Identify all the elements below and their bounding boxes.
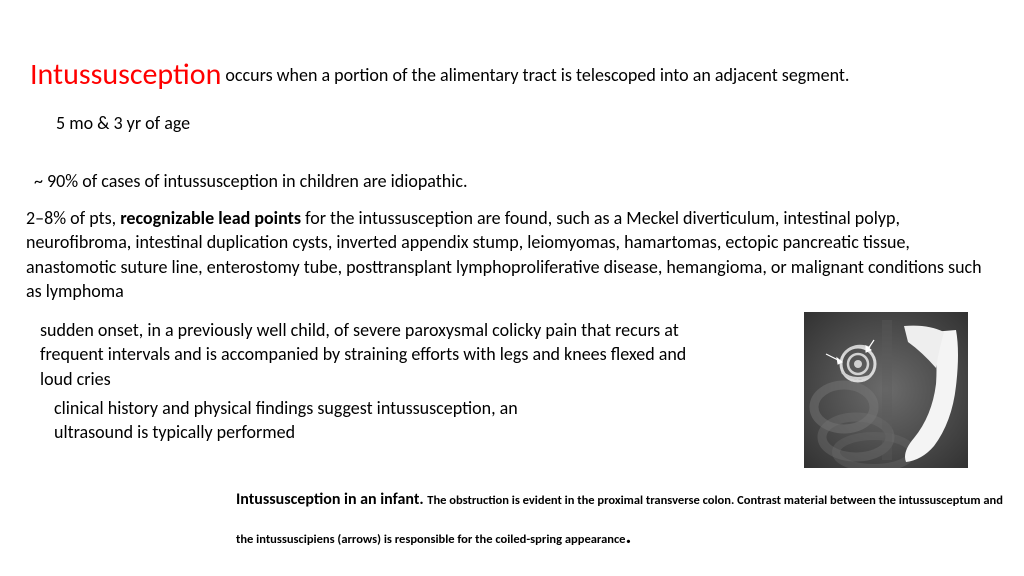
caption-period: . [625, 522, 631, 549]
idiopathic-stat: ~ 90% of cases of intussusception in chi… [34, 170, 468, 192]
age-range-text: 5 mo & 3 yr of age [56, 112, 190, 134]
lead-points-paragraph: 2–8% of pts, recognizable lead points fo… [26, 206, 996, 303]
image-caption: Intussusception in an infant. The obstru… [236, 485, 1008, 557]
leadpoints-prefix: 2–8% of pts, [26, 207, 120, 229]
clinical-presentation-text: sudden onset, in a previously well child… [40, 318, 700, 391]
xray-image [804, 312, 968, 468]
diagnostic-approach-text: clinical history and physical findings s… [54, 396, 554, 445]
title-keyword: Intussusception [30, 56, 221, 93]
caption-lead: Intussusception in an infant. [236, 490, 427, 509]
title-subtext: occurs when a portion of the alimentary … [221, 64, 849, 86]
title-line: Intussusception occurs when a portion of… [30, 56, 1004, 93]
leadpoints-bold: recognizable lead points [120, 207, 301, 229]
